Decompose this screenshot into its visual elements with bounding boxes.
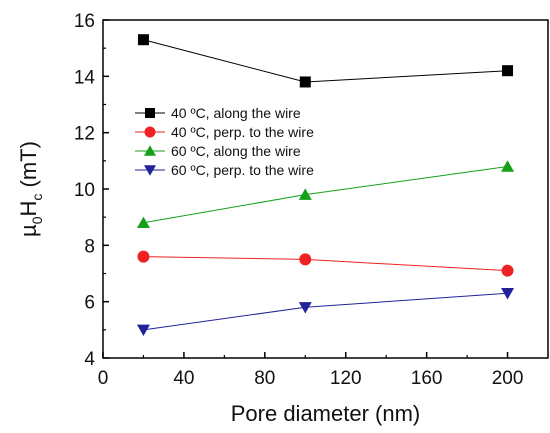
series-line <box>143 292 508 331</box>
y-tick-label: 12 <box>74 124 95 145</box>
data-point <box>137 250 150 263</box>
y-tick-label: 4 <box>84 349 95 370</box>
x-tick-label: 0 <box>98 368 109 389</box>
y-tick-label: 14 <box>74 67 96 88</box>
data-point <box>501 160 515 172</box>
legend-item: 40 ºC, along the wire <box>135 105 301 121</box>
series-line <box>143 256 508 272</box>
series-layer <box>136 34 515 337</box>
legend: 40 ºC, along the wire 40 ºC, perp. to the… <box>135 105 314 178</box>
series-3 <box>136 160 515 229</box>
data-point <box>136 216 150 229</box>
y-axis: 4 6 8 10 12 14 16 <box>74 11 109 370</box>
y-tick-label: 10 <box>74 180 95 201</box>
y-axis-title: µ0Hc (mT) <box>16 141 45 237</box>
data-point <box>501 264 514 277</box>
data-point <box>298 302 312 314</box>
legend-marker <box>144 165 156 176</box>
series-4 <box>136 287 515 337</box>
legend-label: 40 ºC, along the wire <box>171 105 301 121</box>
data-point <box>298 188 312 200</box>
y-title-h: H <box>16 201 41 217</box>
x-tick-label: 40 <box>173 368 194 389</box>
data-point <box>299 76 311 88</box>
legend-item: 60 ºC, perp. to the wire <box>135 162 314 178</box>
y-title-sub0: 0 <box>29 216 45 224</box>
data-point <box>137 34 149 46</box>
x-tick-label: 160 <box>411 368 443 389</box>
legend-label: 40 ºC, perp. to the wire <box>171 124 314 140</box>
y-tick-label: 6 <box>84 293 95 314</box>
x-tick-label: 80 <box>254 368 275 389</box>
series-line <box>143 39 508 83</box>
data-point <box>501 287 515 300</box>
y-tick-label: 8 <box>84 236 95 257</box>
y-title-mu: µ <box>16 224 41 237</box>
data-point <box>299 253 312 266</box>
legend-marker <box>144 145 156 156</box>
x-tick-label: 200 <box>492 368 524 389</box>
legend-label: 60 ºC, perp. to the wire <box>171 162 314 178</box>
plot-border <box>102 19 549 359</box>
series-2 <box>137 250 514 277</box>
y-title-subc: c <box>29 194 45 201</box>
x-tick-label: 120 <box>330 368 362 389</box>
legend-marker <box>145 108 155 118</box>
data-point <box>136 324 150 337</box>
legend-marker <box>144 126 156 138</box>
data-point <box>502 65 514 77</box>
legend-item: 60 ºC, along the wire <box>135 143 301 159</box>
series-1 <box>137 34 514 88</box>
legend-item: 40 ºC, perp. to the wire <box>135 124 314 140</box>
x-axis-title: Pore diameter (nm) <box>231 401 421 426</box>
x-axis: 0 40 80 120 160 200 <box>98 352 524 389</box>
plot-frame <box>102 19 549 359</box>
legend-label: 60 ºC, along the wire <box>171 143 301 159</box>
y-tick-label: 16 <box>74 11 95 32</box>
y-title-unit: (mT) <box>16 141 41 194</box>
